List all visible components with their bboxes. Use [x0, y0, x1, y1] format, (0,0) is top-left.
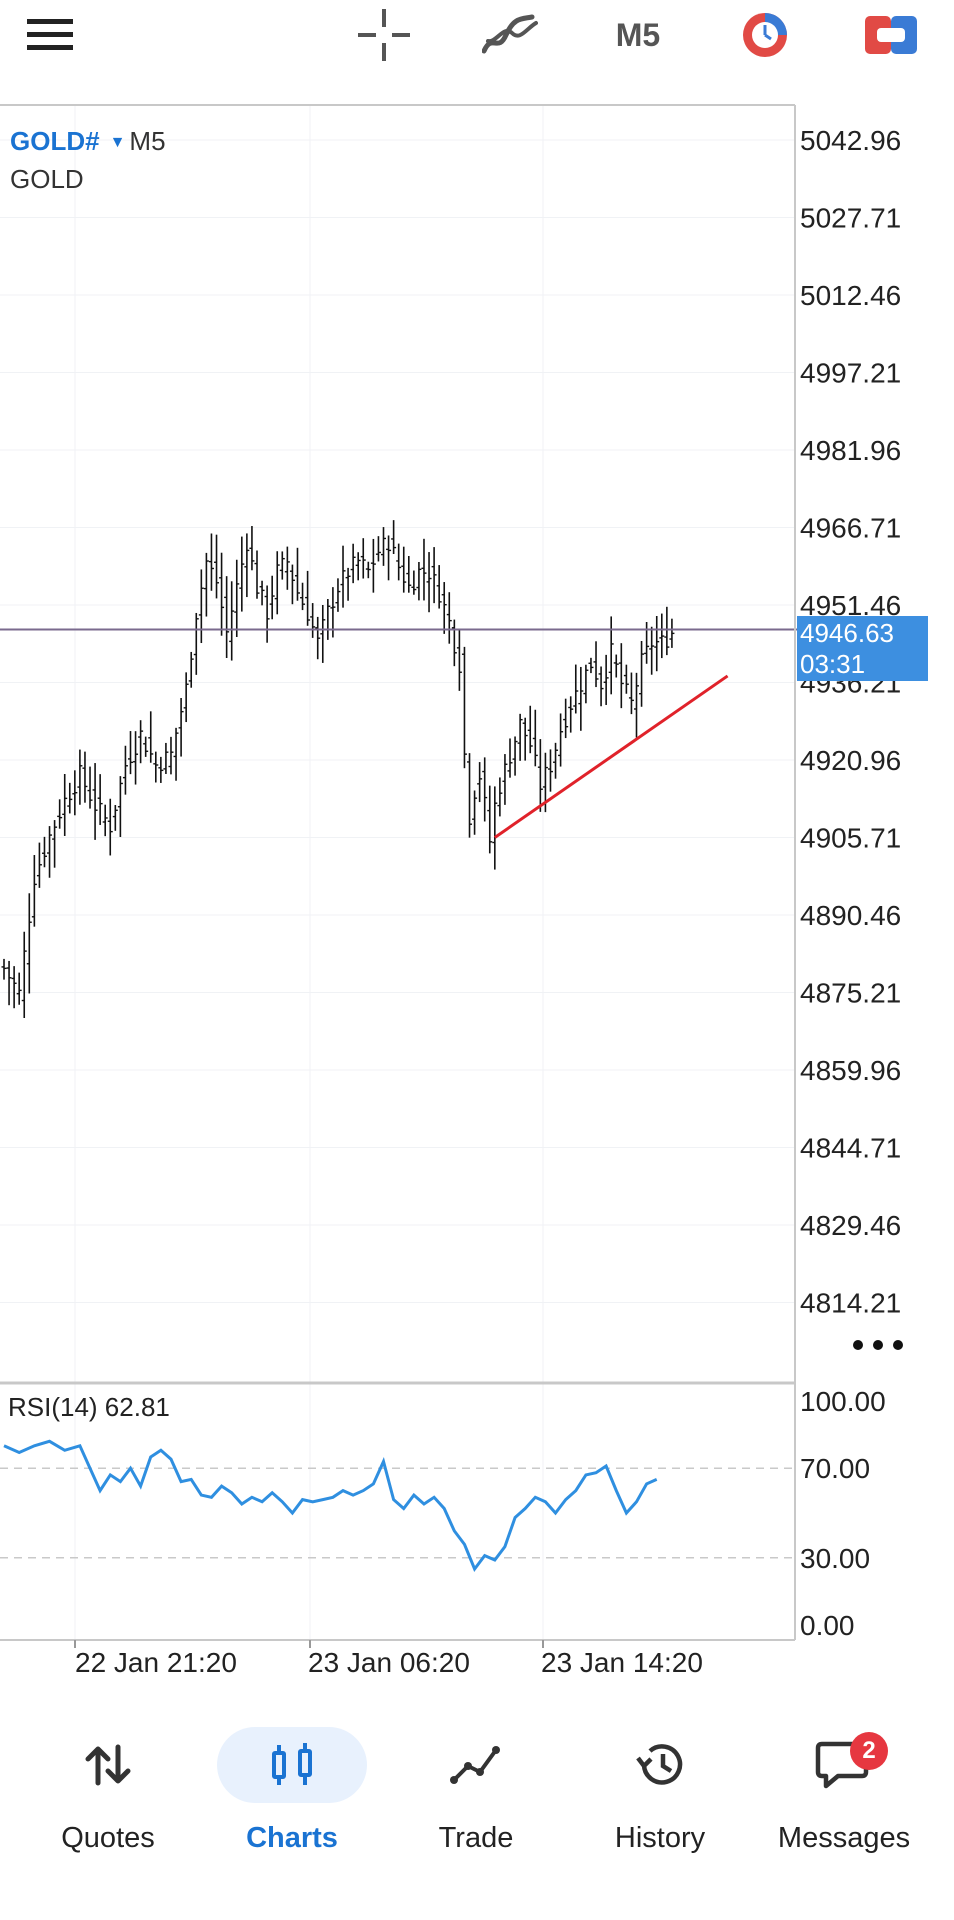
- top-toolbar: M5: [0, 0, 954, 70]
- messages-badge: 2: [850, 1732, 888, 1770]
- time-axis-label: 23 Jan 06:20: [308, 1647, 470, 1678]
- price-axis-label: 4951.46: [800, 590, 901, 621]
- symbol-name[interactable]: GOLD#: [10, 126, 100, 156]
- nav-label-history: History: [614, 1822, 706, 1854]
- charts-icon: [217, 1727, 367, 1803]
- rsi-indicator-label[interactable]: RSI(14) 62.81: [8, 1392, 170, 1422]
- nav-label-messages: Messages: [777, 1822, 911, 1854]
- one-click-trade-icon[interactable]: [862, 8, 920, 62]
- price-chart[interactable]: 5042.96 5027.71 5012.46 4997.21 4981.96 4966.…: [0, 0, 954, 1690]
- nav-quotes[interactable]: Quotes: [18, 1722, 198, 1892]
- time-axis-label: 22 Jan 21:20: [75, 1647, 237, 1678]
- messages-icon: [769, 1727, 919, 1803]
- price-axis-label: 4981.96: [800, 435, 901, 466]
- hamburger-menu-icon[interactable]: [20, 8, 80, 62]
- nav-label-trade: Trade: [438, 1822, 514, 1854]
- trendline[interactable]: [493, 674, 729, 839]
- price-axis-label: 5027.71: [800, 203, 901, 234]
- price-axis-label: 4875.21: [800, 978, 901, 1009]
- current-price-value: 4946.63: [800, 618, 894, 648]
- rsi-line: [3, 1439, 658, 1573]
- nav-label-quotes: Quotes: [61, 1822, 155, 1854]
- nav-label-charts: Charts: [246, 1822, 338, 1854]
- trade-icon: [401, 1727, 551, 1803]
- price-axis-label: 4890.46: [800, 900, 901, 931]
- history-icon: [585, 1727, 735, 1803]
- crosshair-icon[interactable]: [356, 8, 412, 62]
- price-axis-label: 4905.71: [800, 823, 901, 854]
- bar-countdown: 03:31: [800, 649, 866, 679]
- nav-messages[interactable]: Messages: [754, 1722, 934, 1892]
- nav-charts[interactable]: Charts: [202, 1722, 382, 1892]
- rsi-axis-label: 30.00: [800, 1543, 870, 1574]
- rsi-axis-label: 0.00: [800, 1610, 855, 1641]
- price-axis-label: 4814.21: [800, 1288, 901, 1319]
- price-axis-label: 4829.46: [800, 1210, 901, 1241]
- price-axis-label: 4844.71: [800, 1133, 901, 1164]
- nav-trade[interactable]: Trade: [386, 1722, 566, 1892]
- rsi-axis-label: 100.00: [800, 1386, 886, 1417]
- nav-history[interactable]: History: [570, 1722, 750, 1892]
- timeframe-button[interactable]: M5: [615, 16, 661, 53]
- current-price-tag: 4946.63 03:31: [797, 616, 928, 681]
- quotes-icon: [33, 1727, 183, 1803]
- dropdown-triangle-icon[interactable]: ▼: [109, 134, 126, 151]
- rsi-axis-label: 70.00: [800, 1453, 870, 1484]
- chart-timeframe: M5: [129, 126, 166, 156]
- ohlc-bars: [1, 520, 675, 1018]
- indicators-icon[interactable]: [480, 8, 540, 62]
- price-axis-label: 4966.71: [800, 513, 901, 544]
- more-options-icon[interactable]: [848, 1330, 908, 1360]
- symbol-description: GOLD: [10, 164, 84, 194]
- chart-symbol-header[interactable]: GOLD# ▼ M5: [10, 126, 166, 157]
- time-axis-label: 23 Jan 14:20: [541, 1647, 703, 1678]
- price-axis-label: 4859.96: [800, 1055, 901, 1086]
- bottom-navigation: Quotes Charts Trade History Messages: [0, 1700, 954, 1920]
- price-axis-label: 4997.21: [800, 358, 901, 389]
- price-axis-label: 5012.46: [800, 280, 901, 311]
- price-axis-label: 4920.96: [800, 745, 901, 776]
- price-axis-label: 5042.96: [800, 125, 901, 156]
- timer-icon[interactable]: [738, 8, 792, 62]
